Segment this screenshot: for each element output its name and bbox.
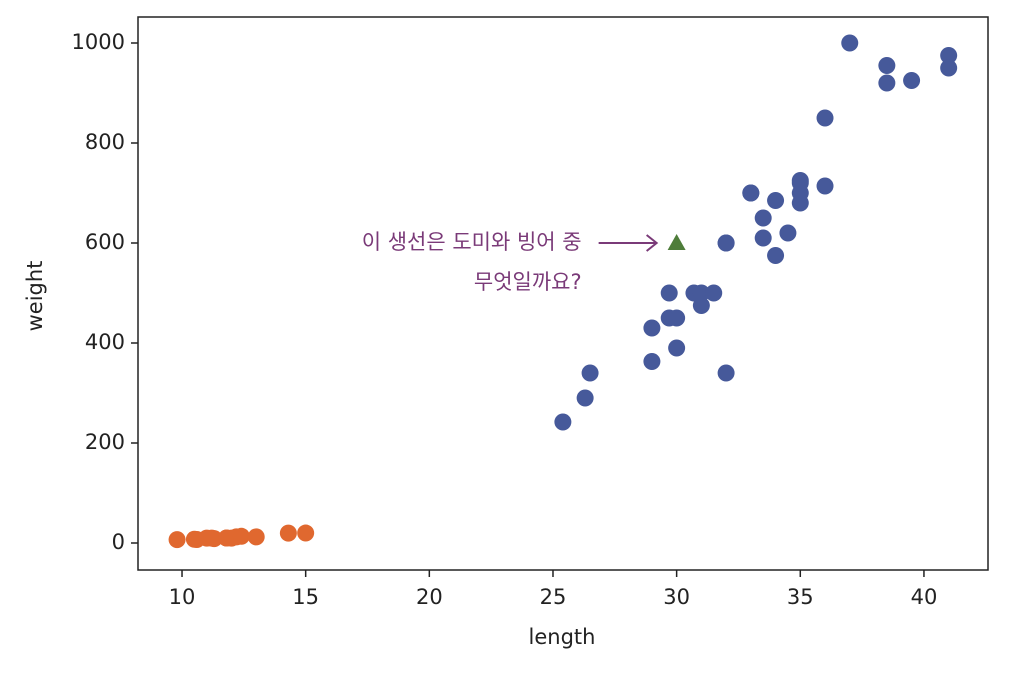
- point: [668, 339, 686, 357]
- annotation-text: 이 생선은 도미와 빙어 중: [362, 230, 582, 254]
- point: [660, 284, 678, 302]
- point: [767, 247, 785, 264]
- point: [643, 319, 661, 337]
- point: [717, 234, 735, 252]
- y-tick-label: 200: [85, 430, 125, 454]
- point: [692, 284, 710, 302]
- point: [940, 47, 958, 64]
- x-tick-label: 30: [663, 585, 690, 609]
- x-tick-label: 35: [787, 585, 814, 609]
- x-tick-label: 40: [911, 585, 938, 609]
- point: [878, 57, 896, 74]
- point: [717, 364, 735, 382]
- point: [247, 528, 265, 546]
- point: [791, 174, 809, 192]
- point: [754, 209, 772, 227]
- y-tick-label: 1000: [72, 30, 125, 54]
- point: [779, 224, 797, 242]
- x-tick-label: 20: [416, 585, 443, 609]
- point: [754, 229, 772, 247]
- point: [903, 72, 921, 89]
- point: [279, 524, 297, 542]
- point: [168, 531, 186, 549]
- x-axis-label: length: [529, 625, 596, 649]
- y-tick-label: 800: [85, 130, 125, 154]
- x-tick-label: 25: [540, 585, 567, 609]
- x-tick-label: 15: [292, 585, 319, 609]
- point: [692, 297, 710, 314]
- point: [940, 59, 958, 77]
- y-axis-label: weight: [23, 261, 47, 332]
- x-tick-label: 10: [169, 585, 196, 609]
- point: [742, 184, 760, 202]
- y-tick-label: 400: [85, 330, 125, 354]
- point: [554, 413, 572, 431]
- point: [667, 234, 686, 250]
- plot-frame: [137, 16, 989, 571]
- point: [297, 524, 315, 542]
- point: [205, 530, 223, 548]
- y-tick-label: 600: [85, 230, 125, 254]
- point: [643, 353, 661, 370]
- point: [816, 177, 834, 195]
- annotation-arrow: [598, 234, 659, 252]
- point: [767, 192, 785, 209]
- point: [668, 309, 686, 327]
- point: [581, 364, 599, 382]
- point: [705, 284, 723, 302]
- y-tick-label: 0: [112, 530, 125, 554]
- point: [576, 389, 594, 407]
- point: [878, 74, 896, 92]
- point: [841, 34, 859, 52]
- point: [232, 527, 250, 545]
- point: [816, 109, 834, 127]
- annotation-text: 무엇일까요?: [474, 270, 582, 294]
